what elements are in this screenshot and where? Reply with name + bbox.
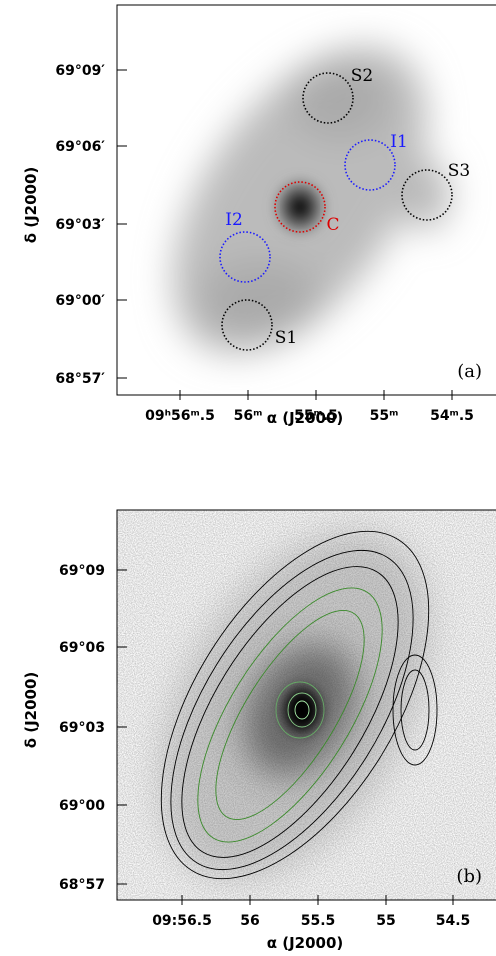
y-tick-label: 69°03′ [55, 217, 105, 233]
x-tick-label: 55ᵐ.5 [294, 408, 338, 424]
y-tick-label: 69°00′ [55, 293, 105, 309]
y-tick-label: 69°06 [59, 640, 105, 656]
region-label: C [326, 215, 339, 235]
x-tick-label: 55.5 [301, 913, 336, 929]
image-b [117, 510, 496, 900]
y-tick-label: 68°57′ [55, 371, 105, 387]
y-tick-label: 69°00 [59, 798, 105, 814]
y-tick-label: 69°03 [59, 720, 105, 736]
y-tick-label: 69°09 [59, 563, 105, 579]
region-label: S2 [351, 66, 373, 86]
region-label: I2 [225, 210, 243, 230]
y-tick-label: 68°57 [59, 877, 105, 893]
panel-label: (b) [456, 866, 482, 887]
x-tick-label: 56 [240, 913, 259, 929]
x-tick-label: 55 [376, 913, 395, 929]
x-tick-label: 56ᵐ [234, 408, 263, 424]
x-tick-label: 54ᵐ.5 [430, 408, 474, 424]
x-axis-label: α (J2000) [267, 934, 344, 952]
frame-b [116, 509, 496, 901]
region-label: S3 [448, 161, 470, 181]
x-tick-label: 09:56.5 [152, 913, 212, 929]
x-tick-label: 54.5 [436, 913, 471, 929]
y-tick-label: 69°09′ [55, 63, 105, 79]
x-tick-label: 55ᵐ [370, 408, 399, 424]
frame-a [116, 4, 496, 396]
image-a [117, 5, 496, 395]
x-axis-label: α (J2000) [267, 409, 344, 427]
region-label: S1 [275, 328, 297, 348]
panel-label: (a) [457, 361, 482, 382]
y-tick-label: 69°06′ [55, 139, 105, 155]
x-tick-label: 09ʰ56ᵐ.5 [145, 408, 215, 424]
region-circles [219, 72, 453, 351]
y-axis-label: δ (J2000) [22, 672, 40, 749]
y-axis-label: δ (J2000) [22, 167, 40, 244]
region-label: I1 [390, 132, 408, 152]
